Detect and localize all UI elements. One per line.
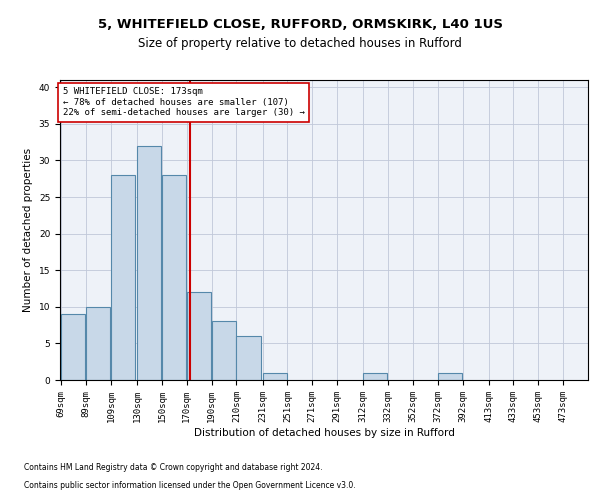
Bar [187, 292, 211, 380]
Bar [137, 146, 161, 380]
Y-axis label: Number of detached properties: Number of detached properties [23, 148, 33, 312]
Text: 5 WHITEFIELD CLOSE: 173sqm
← 78% of detached houses are smaller (107)
22% of sem: 5 WHITEFIELD CLOSE: 173sqm ← 78% of deta… [62, 88, 305, 118]
Bar [111, 175, 135, 380]
Bar [212, 322, 236, 380]
Bar [363, 372, 388, 380]
Text: 5, WHITEFIELD CLOSE, RUFFORD, ORMSKIRK, L40 1US: 5, WHITEFIELD CLOSE, RUFFORD, ORMSKIRK, … [97, 18, 503, 30]
Bar [263, 372, 287, 380]
Bar [86, 307, 110, 380]
Text: Size of property relative to detached houses in Rufford: Size of property relative to detached ho… [138, 38, 462, 51]
Bar [437, 372, 462, 380]
Bar [61, 314, 85, 380]
Text: Contains public sector information licensed under the Open Government Licence v3: Contains public sector information licen… [24, 481, 356, 490]
Bar [162, 175, 186, 380]
Text: Contains HM Land Registry data © Crown copyright and database right 2024.: Contains HM Land Registry data © Crown c… [24, 464, 323, 472]
X-axis label: Distribution of detached houses by size in Rufford: Distribution of detached houses by size … [194, 428, 454, 438]
Bar [236, 336, 260, 380]
